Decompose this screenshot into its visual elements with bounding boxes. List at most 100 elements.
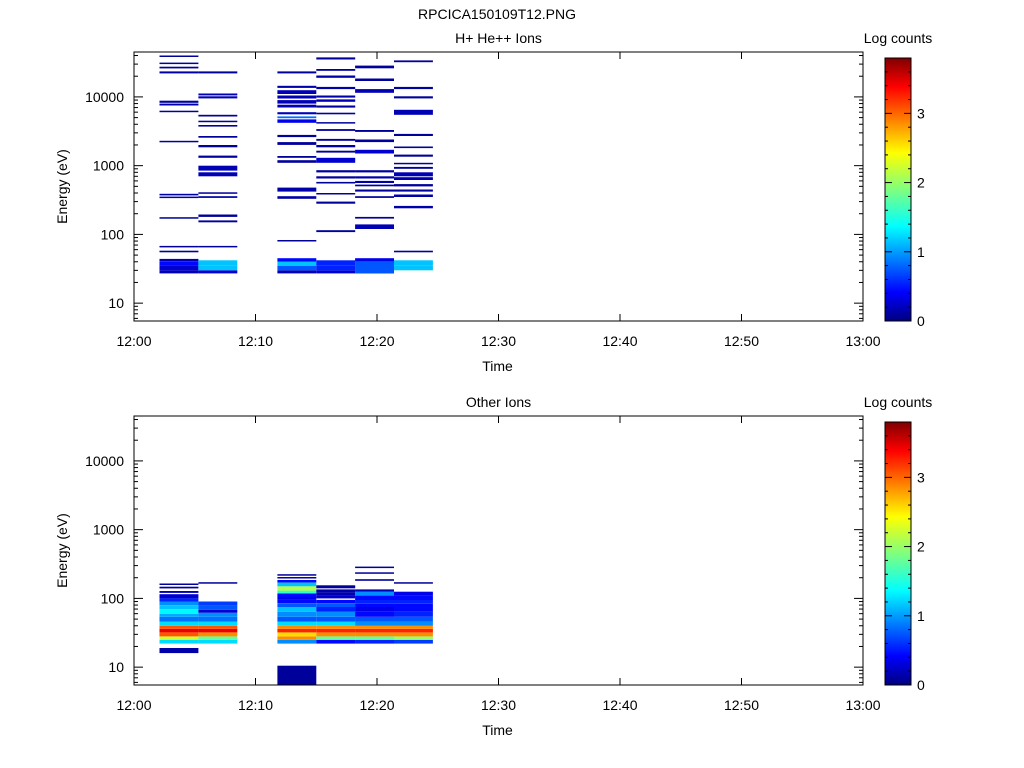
heatmap-cell (394, 86, 433, 90)
heatmap-cell (198, 270, 238, 274)
heatmap-cell (316, 611, 356, 617)
heatmap-cell (198, 165, 238, 171)
heatmap-cell (198, 96, 238, 99)
x-tick-label: 12:40 (602, 697, 637, 713)
heatmap-cell (277, 616, 317, 622)
colorbar-label: Log counts (864, 30, 933, 46)
heatmap-cell (277, 142, 317, 145)
heatmap-cell (316, 260, 356, 266)
heatmap-cell (316, 636, 356, 640)
heatmap-cell (198, 93, 238, 96)
heatmap-cell (159, 217, 199, 219)
heatmap-cell (159, 601, 199, 605)
heatmap-cell (316, 585, 356, 589)
heatmap-cell (394, 96, 433, 99)
heatmap-cell (159, 639, 199, 644)
heatmap-cell (159, 616, 199, 622)
heatmap-cell (355, 89, 394, 93)
heatmap-cell (198, 120, 238, 123)
colorbar-tick-label: 3 (917, 105, 925, 121)
heatmap-cell (198, 582, 238, 584)
y-axis-label: Energy (eV) (54, 513, 70, 588)
heatmap-cell (316, 75, 356, 78)
heatmap-cell (394, 146, 433, 149)
heatmap-cell (277, 590, 317, 594)
heatmap-cell (159, 636, 199, 640)
heatmap-cell (394, 607, 433, 612)
heatmap-cell (316, 129, 356, 131)
heatmap-cell (355, 628, 394, 633)
heatmap-cell (394, 194, 433, 197)
heatmap-cell (316, 176, 356, 179)
heatmap-cell (316, 625, 356, 629)
heatmap-cell (394, 177, 433, 180)
heatmap-cell (198, 192, 238, 194)
heatmap-cell (394, 154, 433, 157)
heatmap-cell (159, 140, 199, 143)
heatmap-cell (355, 595, 394, 600)
heatmap-cell (355, 261, 394, 269)
x-tick-label: 12:40 (602, 333, 637, 349)
heatmap-cell (355, 268, 394, 274)
heatmap-cell (316, 270, 356, 274)
heatmap-cell (198, 260, 238, 266)
heatmap-cell (394, 189, 433, 192)
heatmap-cell (316, 150, 356, 153)
heatmap-cell (394, 621, 433, 626)
heatmap-cell (355, 78, 394, 81)
heatmap-cell (355, 625, 394, 629)
heatmap-cells (159, 55, 433, 274)
x-tick-label: 12:20 (359, 333, 394, 349)
plot-frame (133, 51, 864, 322)
heatmap-cell (316, 632, 356, 637)
heatmap-cell (316, 157, 356, 163)
heatmap-cell (316, 69, 356, 71)
heatmap-cell (159, 66, 199, 69)
heatmap-cell (159, 71, 199, 74)
heatmap-cell (198, 612, 238, 617)
figure-title: RPCICA150109T12.PNG (418, 6, 576, 22)
heatmap-cell (355, 196, 394, 198)
heatmap-cell (159, 605, 199, 610)
heatmap-cell (277, 574, 317, 576)
heatmap-cell (198, 196, 238, 198)
x-tick-label: 12:50 (724, 697, 759, 713)
heatmap-cell (316, 112, 356, 115)
heatmap-cell (316, 57, 356, 60)
y-tick-label: 10000 (85, 89, 124, 105)
heatmap-cell (316, 201, 356, 204)
heatmap-cell (394, 582, 433, 584)
heatmap-cell (159, 648, 199, 654)
colorbar-tick-label: 3 (917, 469, 925, 485)
heatmap-cell (277, 639, 317, 644)
colorbar-label: Log counts (864, 394, 933, 410)
heatmap-cell (355, 616, 394, 622)
heatmap-cell (277, 580, 317, 583)
heatmap-cell (277, 100, 317, 104)
heatmap-cell (394, 60, 433, 63)
heatmap-cell (198, 136, 238, 138)
heatmap-cell (277, 240, 317, 242)
colorbar-tick-label: 0 (917, 313, 925, 329)
heatmap-cell (277, 265, 317, 271)
heatmap-cell (316, 607, 356, 612)
heatmap-cell (277, 603, 317, 607)
heatmap-cell (277, 625, 317, 629)
heatmap-cell (394, 616, 433, 622)
heatmap-cell (316, 95, 356, 98)
heatmap-cell (316, 138, 356, 141)
y-tick-label: 1000 (93, 522, 124, 538)
heatmap-cell (316, 181, 356, 184)
heatmap-cell (277, 611, 317, 617)
heatmap-cell (355, 224, 394, 229)
heatmap-cell (277, 628, 317, 633)
heatmap-cell (159, 625, 199, 629)
heatmap-cell (198, 621, 238, 626)
heatmap-cell (355, 139, 394, 143)
heatmap-cell (277, 582, 317, 587)
heatmap-cell (394, 636, 433, 640)
heatmap-cell (159, 261, 199, 266)
heatmap-cell (159, 621, 199, 626)
heatmap-cell (277, 632, 317, 637)
panel-1: H+ He++ Ions 12:00 12:10 12:20 12:30 12:40 12:… (54, 30, 932, 374)
